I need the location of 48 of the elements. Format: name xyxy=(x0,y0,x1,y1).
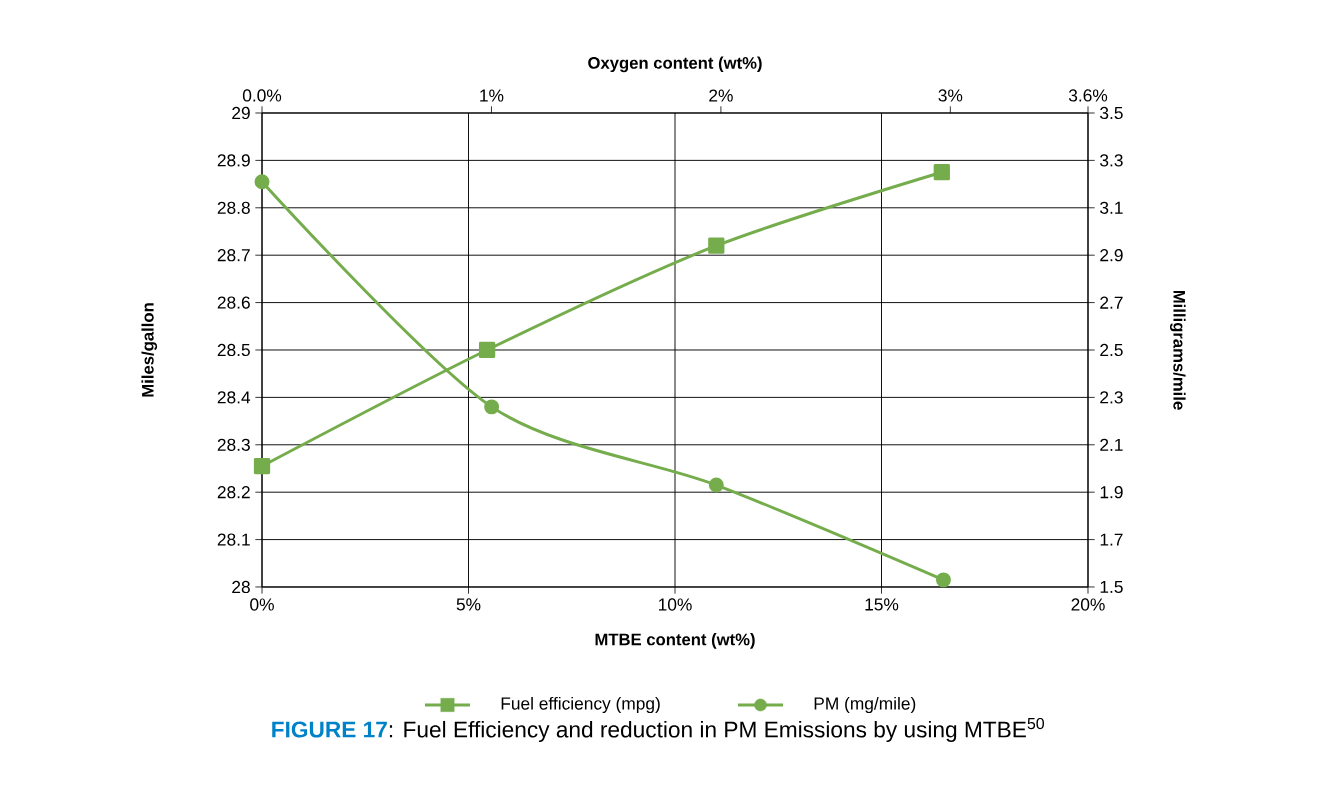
x2-tick-label: 2% xyxy=(709,89,733,102)
y2-tick-label: 3.3 xyxy=(1100,154,1123,167)
y-tick-label: 28.5 xyxy=(217,343,250,357)
point xyxy=(708,237,725,254)
y2-tick-label: 1.9 xyxy=(1100,486,1123,499)
y-tick-label: 28.3 xyxy=(217,438,250,451)
y-tick-label: 28.1 xyxy=(217,533,250,546)
point xyxy=(478,341,496,359)
legend-label: PM (mg/mile) xyxy=(814,696,916,714)
y2-tick-label: 2.9 xyxy=(1100,249,1123,262)
y-tick-label: 28.9 xyxy=(217,154,250,167)
text: FIGURE 17 xyxy=(272,721,387,738)
y2-tick-label: 2.5 xyxy=(1100,343,1123,357)
point xyxy=(254,174,270,190)
y-tick-label: 28.4 xyxy=(217,391,251,404)
x2-tick-label: 0.0% xyxy=(242,89,282,102)
y-tick-label: 28.8 xyxy=(217,201,250,214)
x2-tick-label: 3.6% xyxy=(1068,89,1108,102)
point xyxy=(484,399,500,415)
y-tick-label: 28.7 xyxy=(217,249,250,262)
y2-axis-title: Milligrams/mile xyxy=(1169,290,1186,410)
x-tick-label: 15% xyxy=(865,598,899,611)
y2-tick-label: 2.7 xyxy=(1100,296,1123,309)
y-axis-title: Miles/gallon xyxy=(141,303,158,397)
y2-tick-label: 2.3 xyxy=(1100,391,1123,404)
y2-tick-label: 2.1 xyxy=(1100,438,1123,451)
legend-label: Fuel efficiency (mpg) xyxy=(501,696,660,714)
x-tick-label: 20% xyxy=(1071,598,1105,611)
point xyxy=(935,572,951,588)
y2-tick-label: 3.5 xyxy=(1100,106,1123,120)
y2-tick-label: 1.5 xyxy=(1100,580,1123,594)
x-tick-label: 5% xyxy=(456,598,481,611)
x-axis-title: MTBE content (wt%) xyxy=(595,633,755,649)
x-tick-label: 10% xyxy=(658,598,692,611)
text: : Fuel Efficiency and reduction in PM Emissions by using MTBE$^{50}$ xyxy=(389,717,1044,743)
x2-axis-title: Oxygen content (wt%) xyxy=(588,56,762,73)
x2-tick-label: 1% xyxy=(480,89,504,102)
x2-tick-label: 3% xyxy=(938,89,963,102)
y2-tick-label: 1.7 xyxy=(1100,533,1123,546)
point xyxy=(933,164,950,181)
y-tick-label: 28.6 xyxy=(217,296,250,309)
x-tick-label: 0% xyxy=(250,598,274,611)
y-tick-label: 28.2 xyxy=(217,486,250,499)
point xyxy=(253,457,271,475)
point xyxy=(708,477,724,493)
y2-tick-label: 3.1 xyxy=(1100,201,1123,214)
y-tick-label: 28 xyxy=(232,580,250,594)
y-tick-label: 29 xyxy=(232,106,250,120)
